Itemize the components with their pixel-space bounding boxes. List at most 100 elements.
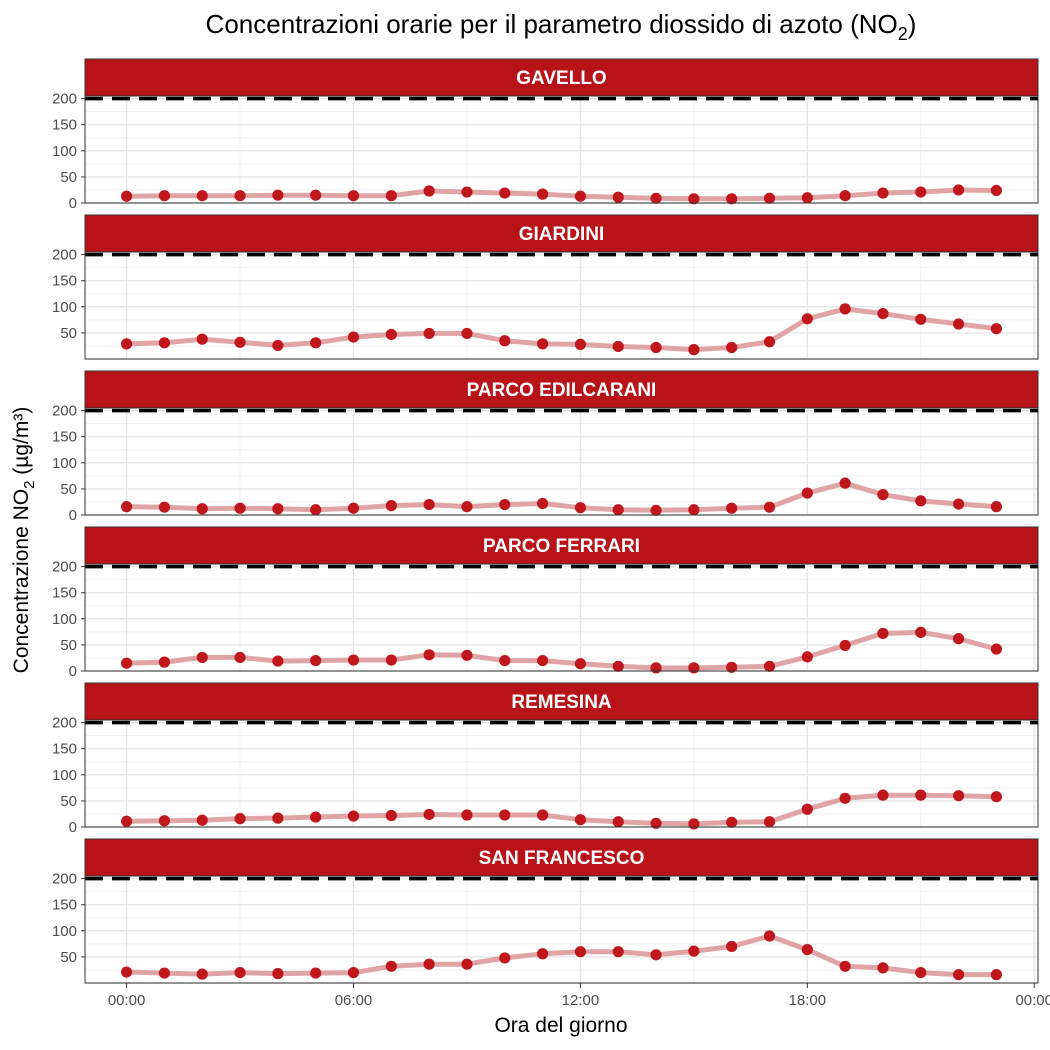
- data-point: [234, 966, 246, 979]
- data-point: [158, 190, 171, 202]
- data-point: [839, 477, 851, 489]
- data-point: [310, 811, 322, 823]
- data-point: [536, 497, 549, 510]
- data-point: [310, 504, 322, 516]
- data-point: [763, 816, 776, 828]
- data-point: [347, 654, 360, 666]
- strip-background: [84, 58, 1039, 97]
- data-point: [801, 487, 813, 499]
- data-point: [234, 336, 246, 348]
- data-point: [310, 337, 322, 349]
- data-point: [763, 336, 776, 348]
- data-point: [612, 946, 624, 958]
- data-point: [952, 498, 965, 510]
- data-point: [461, 809, 473, 821]
- data-point: [499, 952, 511, 964]
- data-point: [650, 949, 662, 961]
- data-point: [763, 660, 776, 672]
- y-tick-label: 50: [60, 949, 77, 966]
- data-point: [839, 639, 851, 652]
- strip-background: [84, 838, 1039, 877]
- data-point: [158, 337, 171, 349]
- data-point: [196, 651, 208, 664]
- x-tick-label: 06:00: [335, 992, 373, 1009]
- data-point: [234, 651, 246, 664]
- data-point: [347, 810, 360, 822]
- data-point: [385, 960, 397, 972]
- data-point: [574, 946, 587, 958]
- data-point: [801, 651, 813, 663]
- data-point: [763, 192, 776, 204]
- y-tick-label: 150: [52, 741, 77, 758]
- data-point: [385, 328, 397, 341]
- data-point: [120, 501, 133, 513]
- data-point: [612, 660, 624, 672]
- panel-background: [85, 564, 1038, 671]
- data-point: [385, 500, 397, 512]
- data-point: [158, 656, 171, 668]
- data-point: [915, 966, 927, 979]
- data-point: [726, 661, 738, 673]
- y-tick-label: 50: [60, 481, 77, 498]
- data-point: [310, 189, 322, 201]
- data-point: [347, 502, 360, 514]
- data-point: [877, 307, 889, 320]
- x-tick-label: 00:00: [108, 992, 146, 1009]
- panel-5: REMESINA 0 50 100 150 200: [52, 682, 1039, 836]
- data-point: [877, 627, 889, 640]
- data-point: [952, 318, 965, 330]
- strip-label: PARCO EDILCARANI: [467, 380, 657, 401]
- data-point: [915, 789, 927, 801]
- data-point: [688, 945, 700, 957]
- panel-3: PARCO EDILCARANI 0 50 100 150 200: [52, 370, 1039, 524]
- data-point: [915, 495, 927, 507]
- data-point: [990, 323, 1003, 335]
- data-point: [272, 503, 284, 515]
- data-point: [801, 803, 813, 815]
- data-point: [990, 969, 1003, 981]
- panel-4: PARCO FERRARI 0 50 100 150 200: [52, 526, 1039, 680]
- data-point: [423, 808, 435, 821]
- chart-title: Concentrazioni orarie per il parametro d…: [206, 9, 917, 44]
- data-point: [877, 789, 889, 801]
- data-point: [990, 643, 1003, 655]
- data-point: [272, 655, 284, 667]
- data-point: [272, 189, 284, 201]
- data-point: [650, 817, 662, 829]
- data-point: [915, 626, 927, 638]
- data-point: [120, 657, 133, 669]
- panel-1: GAVELLO 0 50 100 150 200: [52, 58, 1039, 212]
- data-point: [120, 815, 133, 827]
- data-point: [612, 340, 624, 353]
- data-point: [990, 501, 1003, 513]
- data-point: [423, 327, 435, 340]
- x-tick-label: 12:00: [562, 992, 600, 1009]
- data-point: [196, 968, 208, 980]
- data-point: [877, 187, 889, 199]
- data-point: [877, 489, 889, 501]
- strip-label: GIARDINI: [519, 224, 605, 245]
- data-point: [196, 333, 208, 345]
- data-point: [688, 504, 700, 516]
- series-line: [124, 480, 999, 513]
- data-point: [423, 498, 435, 511]
- data-point: [234, 502, 246, 514]
- data-point: [915, 186, 927, 198]
- data-point: [612, 816, 624, 828]
- data-point: [234, 190, 246, 202]
- data-point: [347, 190, 360, 202]
- data-point: [120, 338, 133, 350]
- y-tick-label: 200: [52, 871, 77, 888]
- data-point: [499, 654, 511, 667]
- data-point: [536, 948, 549, 960]
- data-point: [499, 187, 511, 199]
- data-point: [536, 338, 549, 350]
- data-point: [423, 185, 435, 197]
- y-tick-label: 100: [52, 143, 77, 160]
- data-point: [801, 313, 813, 325]
- data-point: [158, 967, 171, 979]
- data-point: [272, 812, 284, 824]
- y-tick-label: 100: [52, 611, 77, 628]
- strip-label: GAVELLO: [516, 68, 606, 89]
